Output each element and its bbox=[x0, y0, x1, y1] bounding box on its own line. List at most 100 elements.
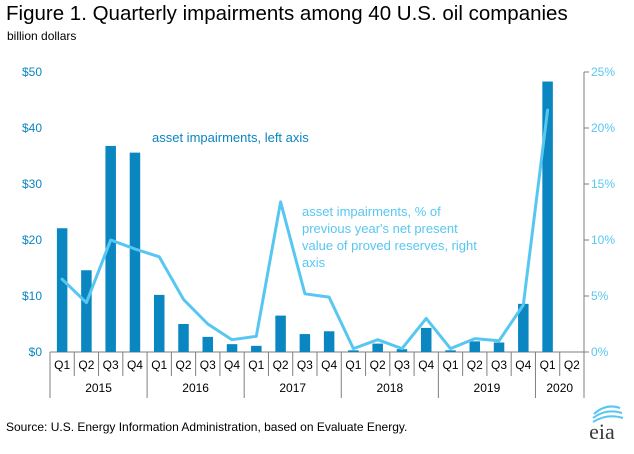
bar-series bbox=[56, 81, 553, 353]
line-point bbox=[401, 348, 403, 350]
annotation-left-axis: asset impairments, left axis bbox=[152, 130, 309, 145]
bar bbox=[81, 270, 92, 352]
category-axis: Q1 Q2 Q3 Q4 Q1 Q2 Q3 Q4 Q1 Q2 Q3 Q4 Q1 Q2 Q3 Q4 Q1 Q2 Q3 Q4… bbox=[49, 352, 585, 376]
line-point bbox=[182, 298, 185, 300]
category-label: Q1 bbox=[345, 358, 361, 372]
category-label: Q1 bbox=[442, 358, 458, 372]
left-tick-label: $10 bbox=[22, 289, 42, 303]
category-label: Q1 bbox=[248, 358, 264, 372]
chart-area: $0$10$20$30$40$50 0%5%10%15%20%25% Q1 Q2 Q… bbox=[22, 65, 615, 398]
category-label: Q1 bbox=[540, 358, 556, 372]
annotations: asset impairments, left axis asset impair… bbox=[152, 130, 477, 270]
year-axis: 2015 2016 2017 2018 2019 2020 bbox=[49, 376, 585, 398]
unit-label: billion dollars bbox=[7, 29, 77, 43]
line-series bbox=[60, 108, 550, 351]
line-point bbox=[522, 304, 524, 306]
line-point bbox=[279, 201, 282, 203]
right-tick-label: 15% bbox=[591, 177, 615, 191]
category-label: Q4 bbox=[515, 358, 531, 372]
bar bbox=[178, 324, 189, 352]
left-axis-ticks: $0 $10 $20 $30 $40 $50 bbox=[22, 65, 42, 359]
bar bbox=[469, 341, 481, 352]
line-point bbox=[255, 335, 257, 337]
line-point bbox=[158, 256, 160, 258]
category-label: Q4 bbox=[418, 358, 434, 372]
category-label: Q2 bbox=[467, 358, 483, 372]
year-label: 2019 bbox=[474, 381, 501, 395]
bar bbox=[323, 331, 335, 352]
category-label: Q2 bbox=[273, 358, 289, 372]
line-point bbox=[425, 317, 427, 319]
category-label: Q3 bbox=[297, 358, 313, 372]
bar bbox=[420, 327, 432, 352]
bar bbox=[56, 228, 68, 352]
line-point bbox=[85, 302, 88, 304]
line-point bbox=[207, 323, 209, 325]
year-label: 2020 bbox=[546, 381, 573, 395]
left-tick-label: $30 bbox=[22, 177, 42, 191]
category-label: Q3 bbox=[394, 358, 410, 372]
bar bbox=[348, 350, 359, 352]
bar bbox=[542, 81, 553, 353]
category-label: Q4 bbox=[127, 358, 143, 372]
year-label: 2016 bbox=[182, 381, 209, 395]
category-label: Q2 bbox=[175, 358, 191, 372]
bar bbox=[153, 294, 165, 352]
line-point bbox=[231, 339, 233, 341]
category-label: Q2 bbox=[370, 358, 386, 372]
left-tick-label: $50 bbox=[22, 65, 42, 79]
left-tick-label: $20 bbox=[22, 233, 42, 247]
year-label: 2015 bbox=[85, 381, 112, 395]
line-point bbox=[304, 293, 306, 295]
eia-logo-icon: eia bbox=[589, 405, 624, 444]
source-note: Source: U.S. Energy Information Administ… bbox=[6, 420, 408, 434]
line-point bbox=[61, 278, 63, 280]
bar bbox=[129, 152, 141, 352]
category-label: Q2 bbox=[78, 358, 94, 372]
bar bbox=[396, 349, 408, 352]
right-axis-ticks: 0% 5% 10% 15% 20% 25% bbox=[584, 65, 615, 359]
bar bbox=[372, 343, 383, 352]
right-tick-label: 10% bbox=[591, 233, 615, 247]
right-tick-label: 25% bbox=[591, 65, 615, 79]
line-point bbox=[352, 348, 355, 350]
left-tick-label: $0 bbox=[29, 345, 43, 359]
line-point bbox=[134, 248, 136, 250]
left-tick-label: $40 bbox=[22, 121, 42, 135]
category-label: Q3 bbox=[103, 358, 119, 372]
bar bbox=[202, 336, 214, 352]
annotation-right-axis-line: asset impairments, % of bbox=[302, 204, 441, 219]
category-label: Q4 bbox=[224, 358, 240, 372]
year-label: 2018 bbox=[376, 381, 403, 395]
category-label: Q3 bbox=[200, 358, 216, 372]
bar bbox=[251, 345, 262, 352]
bar bbox=[226, 344, 238, 352]
line-point bbox=[328, 296, 330, 298]
bar bbox=[275, 315, 286, 352]
annotation-right-axis-line: previous year's net present bbox=[302, 221, 458, 236]
category-label: Q4 bbox=[321, 358, 337, 372]
bar bbox=[299, 334, 311, 352]
annotation-right-axis-line: axis bbox=[302, 255, 326, 270]
right-tick-label: 20% bbox=[591, 121, 615, 135]
annotation-right-axis-line: value of proved reserves, right bbox=[302, 238, 477, 253]
category-label: Q1 bbox=[151, 358, 167, 372]
bar bbox=[493, 342, 505, 352]
right-tick-label: 0% bbox=[591, 345, 609, 359]
line-point bbox=[449, 348, 452, 350]
year-label: 2017 bbox=[279, 381, 306, 395]
line-point bbox=[498, 340, 500, 342]
category-label: Q3 bbox=[491, 358, 507, 372]
line-point bbox=[546, 109, 549, 111]
line-point bbox=[110, 239, 112, 241]
category-label: Q2 bbox=[564, 358, 580, 372]
bar bbox=[445, 350, 456, 352]
chart-title: Figure 1. Quarterly impairments among 40… bbox=[6, 2, 568, 25]
bar bbox=[518, 303, 529, 352]
bar bbox=[105, 145, 116, 352]
line-point bbox=[474, 337, 476, 340]
right-tick-label: 5% bbox=[591, 289, 609, 303]
logo-text: eia bbox=[589, 419, 615, 444]
category-label: Q1 bbox=[54, 358, 70, 372]
